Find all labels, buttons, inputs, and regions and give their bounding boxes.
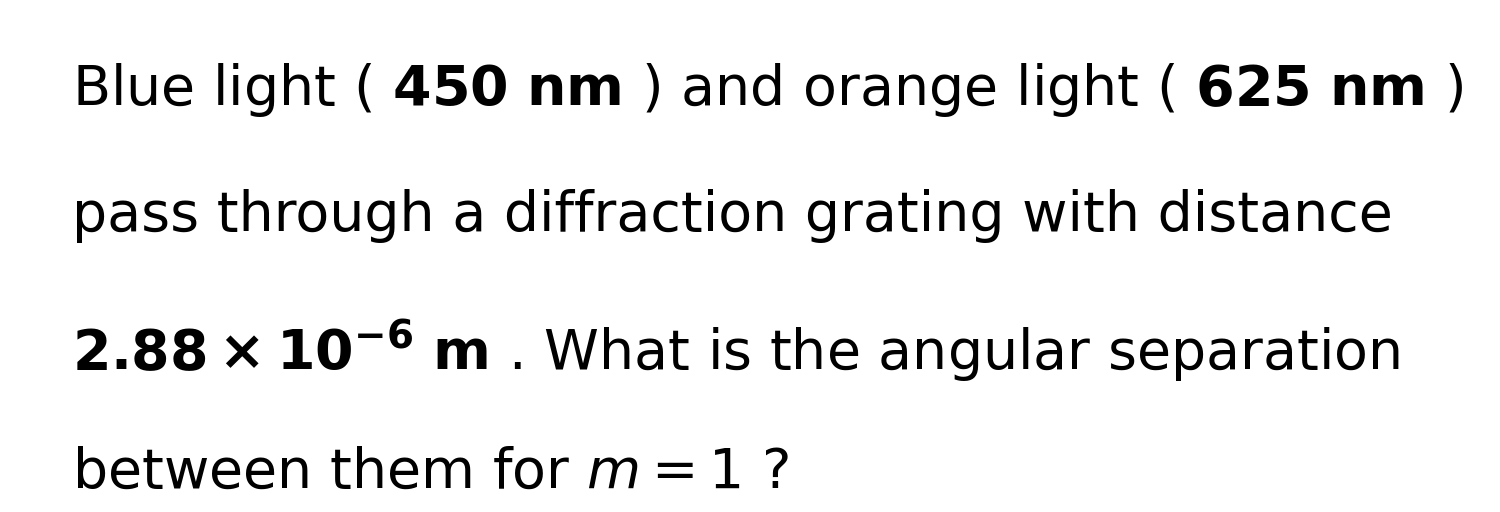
Text: between them for $m = 1$ ?: between them for $m = 1$ ? — [72, 445, 789, 499]
Text: pass through a diffraction grating with distance: pass through a diffraction grating with … — [72, 189, 1394, 243]
Text: $\mathbf{2.88 \times 10^{-6}\ m}$ . What is the angular separation: $\mathbf{2.88 \times 10^{-6}\ m}$ . What… — [72, 317, 1400, 385]
Text: Blue light ( $\mathbf{450\ nm}$ ) and orange light ( $\mathbf{625\ nm}$ ): Blue light ( $\mathbf{450\ nm}$ ) and or… — [72, 61, 1464, 119]
